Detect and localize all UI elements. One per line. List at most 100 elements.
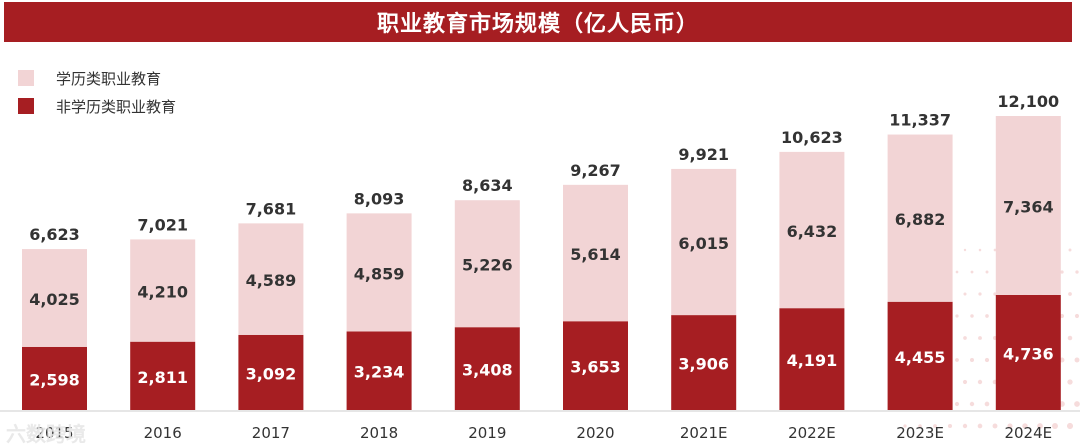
total-label: 6,623 — [29, 225, 80, 244]
decor-dot — [1066, 422, 1074, 430]
decor-dot — [1068, 248, 1072, 252]
legend-item-academic: 学历类职业教育 — [18, 64, 176, 92]
x-tick-label: 2023E — [896, 424, 944, 442]
data-label-academic: 4,859 — [354, 264, 405, 283]
decor-dot — [1022, 423, 1028, 429]
bar-non-academic — [779, 308, 845, 410]
data-label-academic: 4,025 — [29, 290, 80, 309]
decor-dot — [993, 248, 997, 252]
decor-dot — [1068, 292, 1072, 296]
decor-dot — [1074, 313, 1080, 319]
decor-dot — [1074, 357, 1080, 363]
decor-dot — [985, 270, 989, 274]
data-label-academic: 5,226 — [462, 256, 513, 275]
decor-dot — [1052, 423, 1058, 429]
bar-academic — [671, 168, 737, 316]
data-label-non-academic: 4,736 — [1003, 344, 1054, 363]
legend-swatch-non-academic — [18, 98, 34, 114]
decor-dot — [947, 423, 953, 429]
data-label-non-academic: 2,811 — [137, 368, 188, 387]
x-tick-label: 2015 — [35, 424, 73, 442]
total-label: 11,337 — [889, 111, 951, 130]
decor-dot — [970, 314, 974, 318]
bar-non-academic — [22, 346, 87, 410]
decor-dot — [955, 270, 959, 274]
decor-dot — [933, 424, 937, 428]
bar-academic — [238, 223, 304, 335]
decor-dot — [969, 401, 975, 407]
bar-academic — [346, 213, 412, 332]
data-label-non-academic: 4,191 — [787, 351, 838, 370]
x-tick-label: 2018 — [360, 424, 398, 442]
bar-non-academic — [995, 294, 1061, 410]
x-tick-label: 2020 — [576, 424, 614, 442]
bar-academic — [995, 116, 1061, 295]
decor-dot — [978, 336, 982, 340]
decor-dot — [1059, 313, 1065, 319]
decor-dot — [978, 248, 982, 252]
x-tick-label: 2022E — [788, 424, 836, 442]
x-tick-label: 2019 — [468, 424, 506, 442]
decor-dot — [970, 270, 974, 274]
decor-dot — [977, 379, 983, 385]
bar-non-academic — [563, 321, 628, 410]
data-label-non-academic: 4,455 — [895, 348, 946, 367]
chart-title: 职业教育市场规模（亿人民币） — [4, 2, 1072, 42]
data-label-non-academic: 3,906 — [678, 355, 729, 374]
bar-non-academic — [887, 301, 953, 410]
data-label-academic: 6,882 — [895, 210, 946, 229]
data-label-academic: 7,364 — [1003, 197, 1054, 216]
bar-academic — [887, 134, 953, 302]
data-label-non-academic: 3,234 — [354, 363, 405, 382]
bar-academic — [563, 184, 628, 322]
legend-label-non-academic: 非学历类职业教育 — [56, 97, 177, 116]
decor-dot — [962, 379, 968, 385]
legend: 学历类职业教育 非学历类职业教育 — [18, 64, 176, 120]
decor-dot — [978, 292, 982, 296]
data-label-non-academic: 3,092 — [246, 364, 297, 383]
bar-academic — [22, 249, 87, 347]
data-label-non-academic: 2,598 — [29, 370, 80, 389]
total-label: 8,093 — [354, 189, 405, 208]
decor-dot — [1060, 270, 1064, 274]
decor-dot — [984, 357, 990, 363]
total-label: 8,634 — [462, 176, 513, 195]
decor-dot — [963, 336, 967, 340]
decor-dot — [969, 357, 975, 363]
decor-dot — [1037, 423, 1043, 429]
x-tick-label: 2016 — [144, 424, 182, 442]
data-label-academic: 4,210 — [137, 283, 188, 302]
decor-dot — [963, 292, 967, 296]
bar-non-academic — [346, 331, 412, 410]
decor-dot — [985, 314, 989, 318]
x-tick-label: 2021E — [680, 424, 728, 442]
decor-dot — [1007, 423, 1013, 429]
data-label-non-academic: 3,653 — [570, 358, 621, 377]
total-label: 7,681 — [246, 199, 297, 218]
x-tick-label: 2017 — [252, 424, 290, 442]
data-label-academic: 6,015 — [678, 234, 729, 253]
data-label-non-academic: 3,408 — [462, 361, 513, 380]
bar-academic — [779, 151, 845, 309]
data-label-academic: 5,614 — [570, 245, 621, 264]
decor-dot — [984, 401, 990, 407]
x-tick-label: 2024E — [1004, 424, 1052, 442]
data-label-academic: 4,589 — [246, 271, 297, 290]
bar-academic — [130, 239, 196, 342]
legend-swatch-academic — [18, 70, 34, 86]
decor-dot — [954, 401, 960, 407]
total-label: 12,100 — [997, 92, 1059, 111]
bar-non-academic — [671, 315, 737, 410]
decor-dot — [1067, 379, 1073, 385]
decor-dot — [992, 423, 998, 429]
data-label-academic: 6,432 — [787, 222, 838, 241]
bar-non-academic — [454, 327, 520, 410]
decor-dot — [963, 248, 967, 252]
decor-dot — [955, 314, 959, 318]
watermark: 六数跨境 — [6, 422, 86, 446]
decor-dot — [918, 424, 922, 428]
decor-dot — [1075, 270, 1079, 274]
decor-dot — [903, 424, 907, 428]
bar-non-academic — [238, 334, 304, 410]
